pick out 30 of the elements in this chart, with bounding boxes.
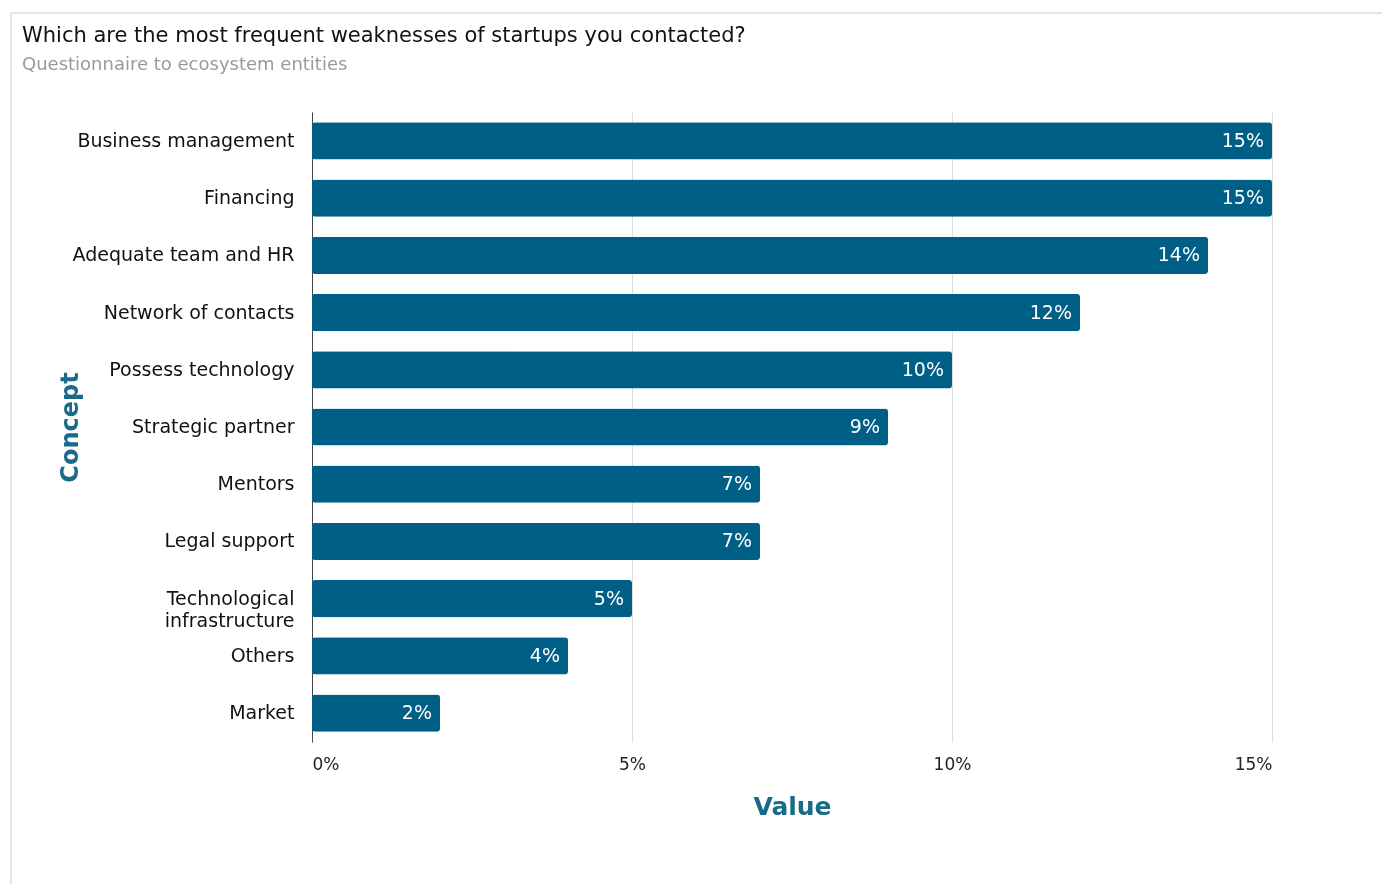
y-tick-label: Others	[230, 643, 295, 666]
data-label: 2%	[401, 701, 432, 724]
y-axis-title: Concept	[55, 372, 84, 483]
y-tick-label: Business management	[77, 128, 295, 151]
data-label: 7%	[721, 472, 752, 495]
y-tick-label: Technological infrastructure	[164, 586, 295, 631]
x-axis-title: Value	[753, 791, 832, 821]
data-label: 15%	[1221, 186, 1264, 209]
y-tick-label: Possess technology	[109, 357, 295, 380]
data-label: 5%	[593, 586, 624, 609]
x-tick-label: 0%	[312, 753, 340, 774]
data-label: 15%	[1221, 128, 1264, 151]
chart-title: Which are the most frequent weaknesses of startups you contacted?	[22, 23, 746, 47]
x-tick-label: 10%	[933, 753, 972, 774]
y-tick-label: Mentors	[217, 472, 295, 495]
data-label: 4%	[529, 643, 560, 666]
y-tick-label: Strategic partner	[132, 415, 295, 437]
data-label: 12%	[1029, 300, 1072, 323]
data-label: 10%	[901, 357, 944, 380]
data-label: 9%	[849, 415, 880, 437]
data-label: 14%	[1157, 243, 1200, 266]
y-tick-label: Financing	[204, 186, 295, 209]
y-tick-label: Market	[229, 701, 295, 724]
y-tick-label: Legal support	[164, 529, 295, 552]
y-tick-label: Network of contacts	[103, 300, 295, 323]
chart-subtitle: Questionnaire to ecosystem entities	[22, 53, 348, 74]
x-tick-label: 15%	[1234, 753, 1273, 774]
x-tick-label: 5%	[619, 753, 646, 774]
data-label: 7%	[721, 529, 752, 552]
y-tick-label: Adequate team and HR	[72, 243, 295, 266]
